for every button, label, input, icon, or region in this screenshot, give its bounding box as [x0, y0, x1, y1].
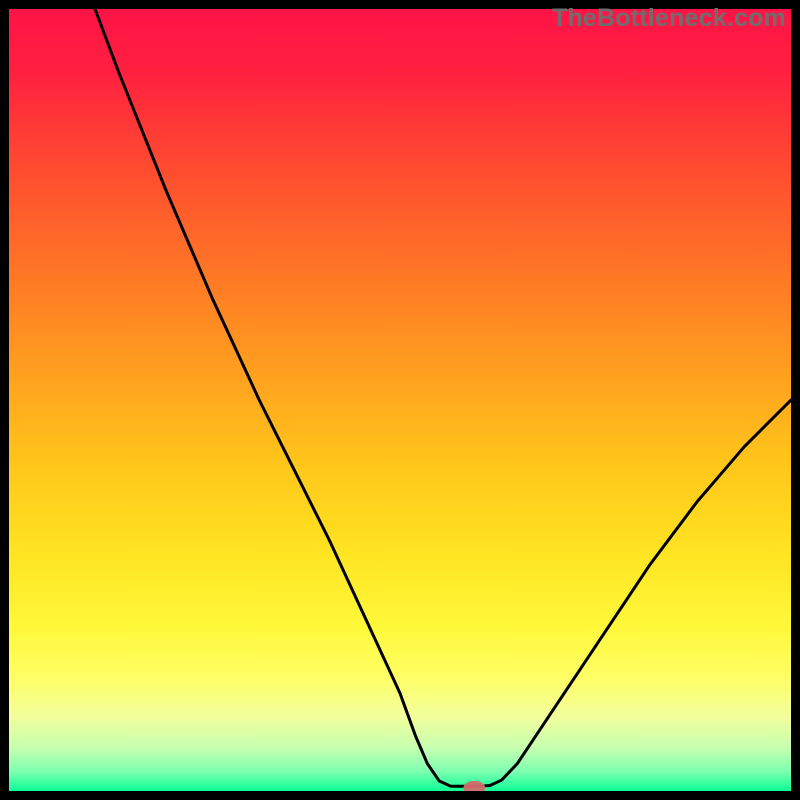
- chart-container: TheBottleneck.com: [0, 0, 800, 800]
- gradient-background: [9, 9, 791, 791]
- bottleneck-curve-chart: [9, 9, 791, 791]
- watermark-text: TheBottleneck.com: [552, 4, 786, 33]
- plot-area: [9, 9, 791, 791]
